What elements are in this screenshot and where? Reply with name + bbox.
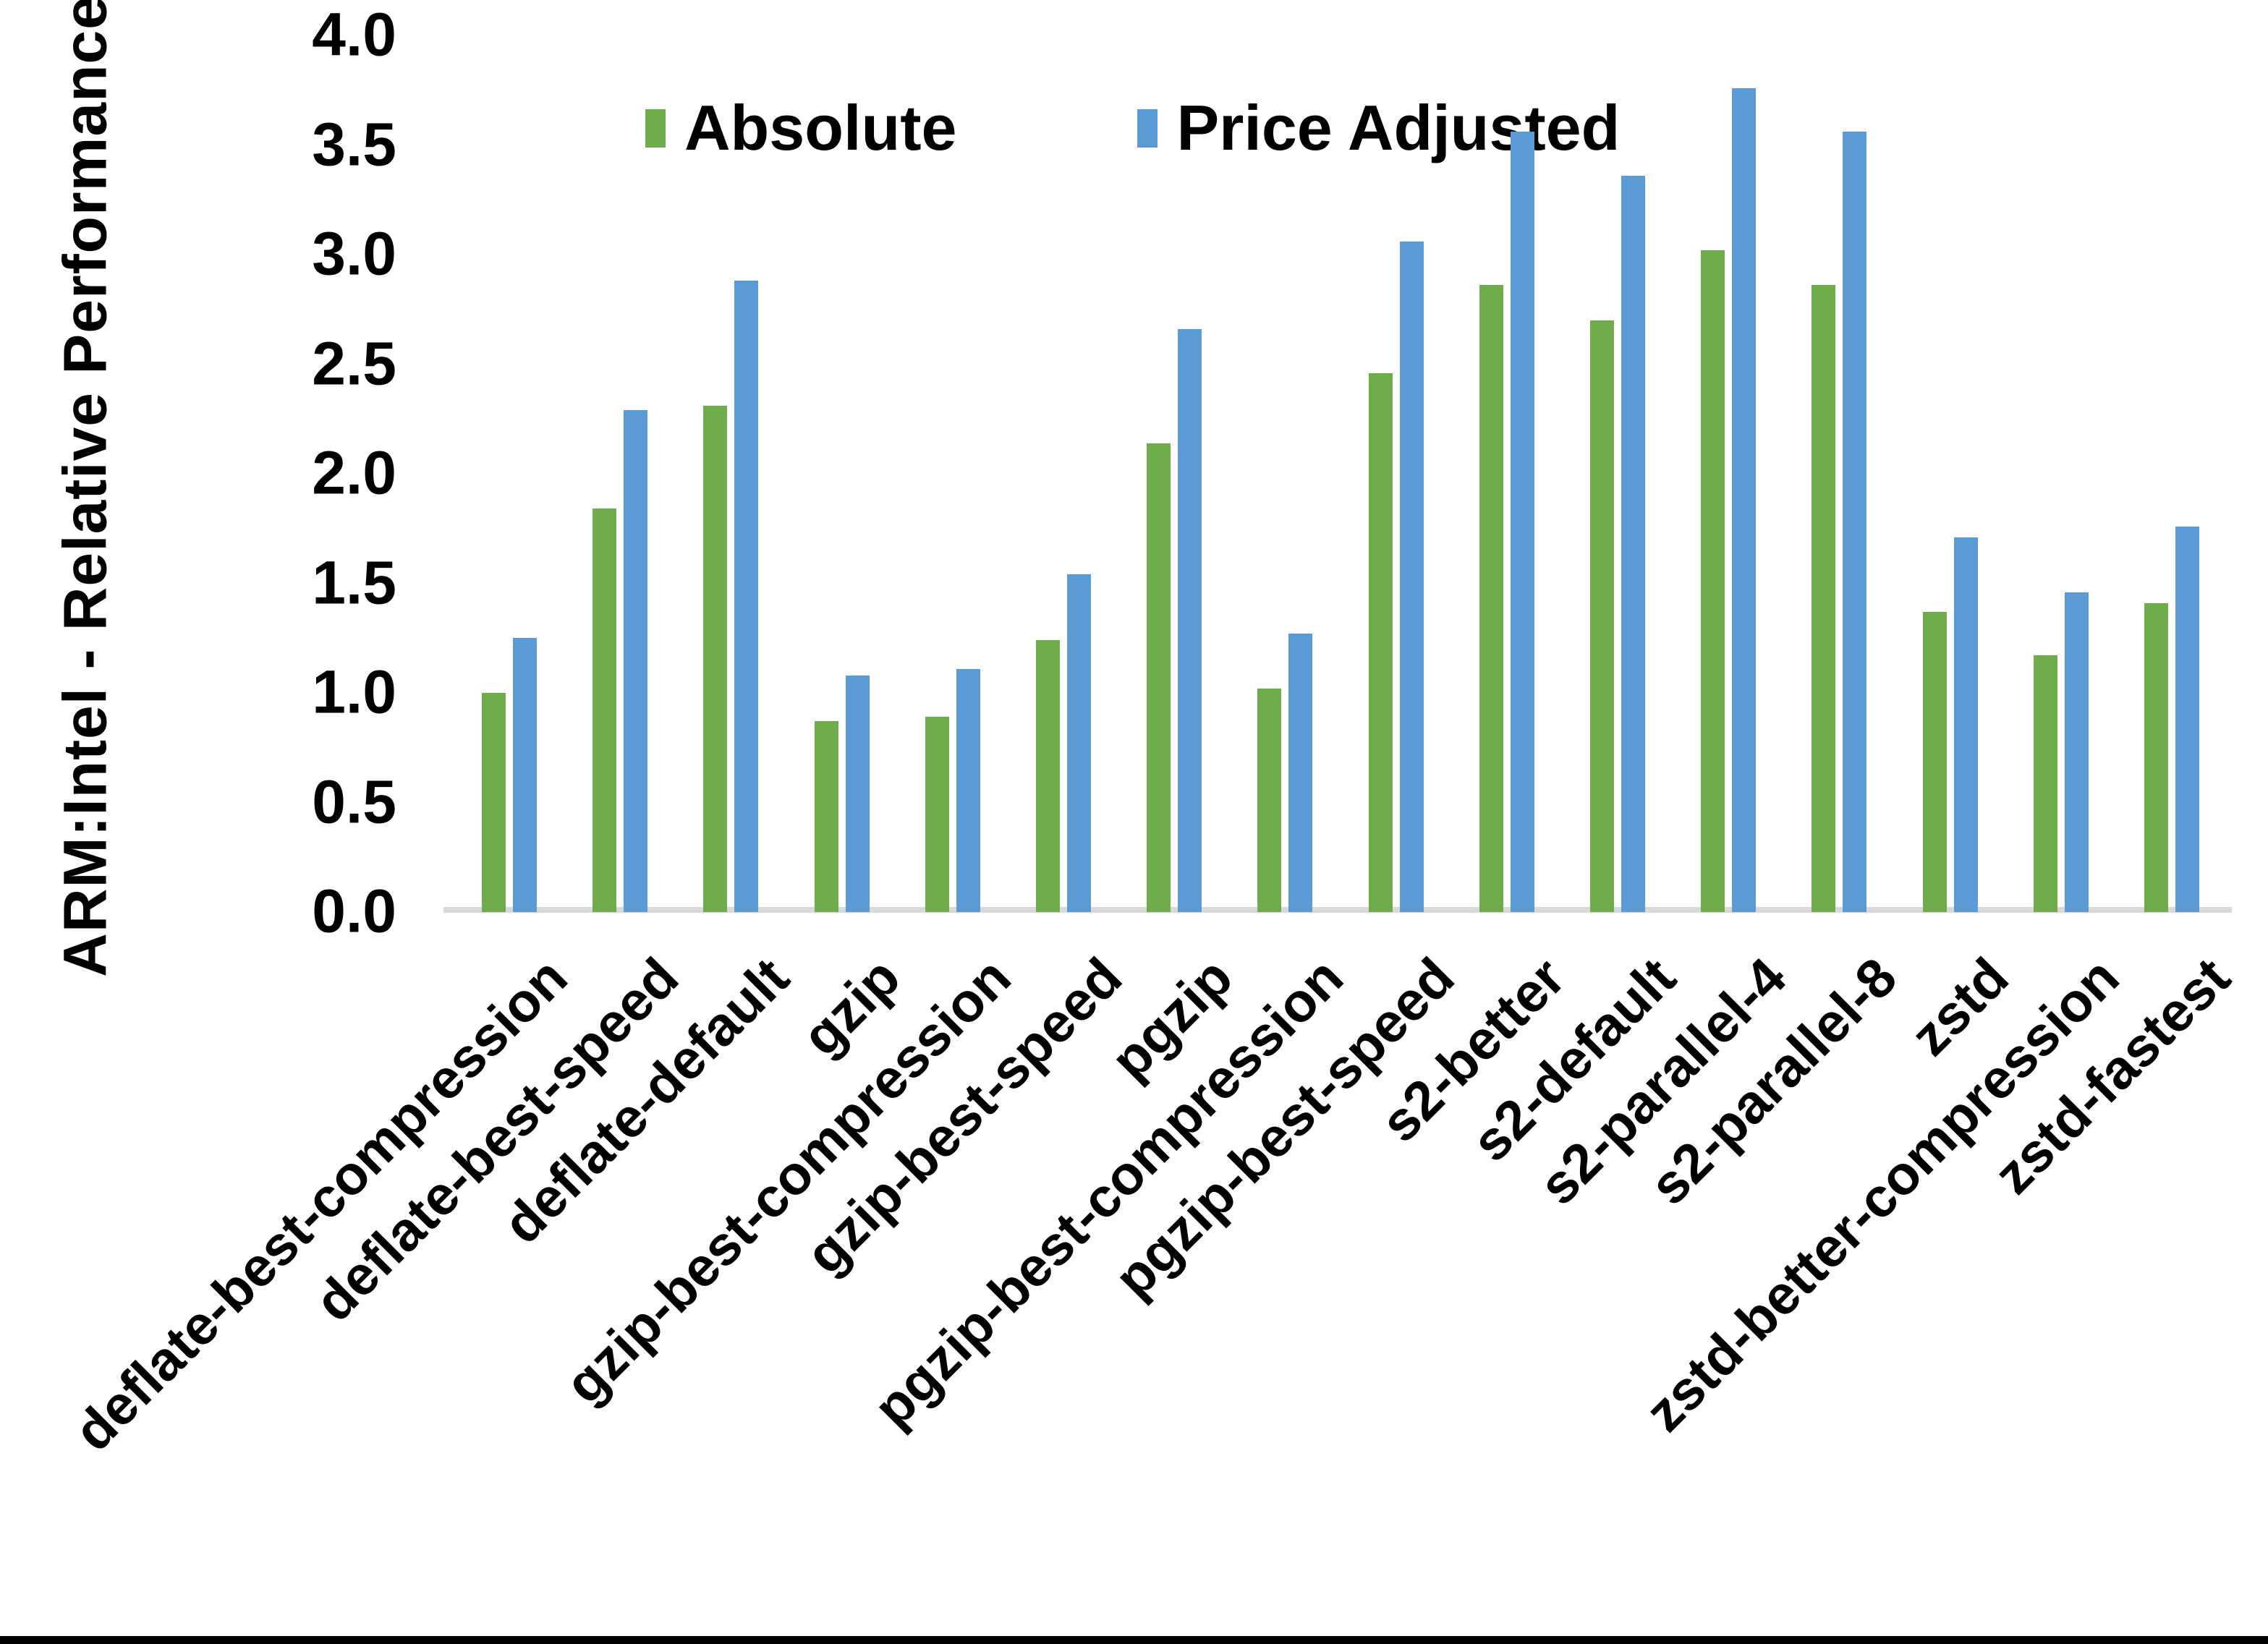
y-tick-label-0.0: 0.0 [312,877,396,945]
legend-swatch-price-adjusted-icon [1137,108,1158,148]
y-tick-label-4.0: 4.0 [312,0,396,69]
bar-price-adjusted-gzip-best-speed [1067,574,1091,912]
bar-price-adjusted-pgzip-best-speed [1400,242,1424,912]
y-tick-label-2.5: 2.5 [312,328,396,397]
bar-price-adjusted-deflate-best-speed [624,410,647,912]
bar-absolute-gzip-best-compression [925,717,949,912]
bar-price-adjusted-pgzip [1178,329,1202,912]
bar-price-adjusted-zstd-better-compression [2065,592,2089,912]
bar-price-adjusted-zstd [1954,537,1978,912]
bar-absolute-s2-parallel-4 [1701,250,1725,912]
legend-swatch-absolute-icon [645,108,666,148]
bar-price-adjusted-deflate-default [734,281,758,912]
y-tick-label-1.5: 1.5 [312,548,396,616]
y-tick-label-2.0: 2.0 [312,438,396,507]
bar-price-adjusted-pgzip-best-compression [1288,634,1312,912]
bar-price-adjusted-gzip [846,676,870,912]
bar-absolute-s2-better [1479,285,1503,912]
y-axis-title: ARM:Intel - Relative Performance [51,0,119,977]
bar-absolute-zstd-fastest [2144,603,2168,912]
bar-absolute-deflate-best-speed [593,508,616,912]
bar-price-adjusted-s2-parallel-4 [1732,88,1756,912]
bar-price-adjusted-s2-default [1621,176,1645,912]
bar-absolute-pgzip-best-speed [1369,373,1393,912]
bar-price-adjusted-gzip-best-compression [956,669,980,912]
bar-absolute-deflate-default [703,406,727,912]
legend-item-absolute: Absolute [645,96,956,160]
bar-absolute-s2-parallel-8 [1812,285,1835,912]
bar-absolute-s2-default [1590,320,1614,912]
bar-absolute-pgzip [1147,443,1171,912]
bar-absolute-gzip-best-speed [1036,640,1060,912]
bar-price-adjusted-deflate-best-compression [513,638,537,912]
x-axis-line [443,907,2232,913]
y-tick-label-3.5: 3.5 [312,109,396,178]
legend: Absolute Price Adjusted [645,96,1620,160]
y-tick-label-3.0: 3.0 [312,219,396,288]
bar-absolute-gzip [815,721,838,912]
legend-item-price-adjusted: Price Adjusted [1137,96,1620,160]
y-tick-label-1.0: 1.0 [312,657,396,726]
bar-price-adjusted-s2-parallel-8 [1843,132,1866,912]
bar-price-adjusted-s2-better [1511,132,1534,912]
y-tick-label-0.5: 0.5 [312,767,396,835]
legend-label-price-adjusted: Price Adjusted [1176,92,1621,163]
bottom-border-bar [0,1636,2268,1644]
bar-absolute-zstd [1923,612,1947,912]
legend-label-absolute: Absolute [684,92,957,163]
bar-absolute-pgzip-best-compression [1257,689,1281,912]
bar-price-adjusted-zstd-fastest [2175,527,2199,912]
bar-absolute-zstd-better-compression [2034,655,2057,912]
bar-absolute-deflate-best-compression [482,693,506,912]
